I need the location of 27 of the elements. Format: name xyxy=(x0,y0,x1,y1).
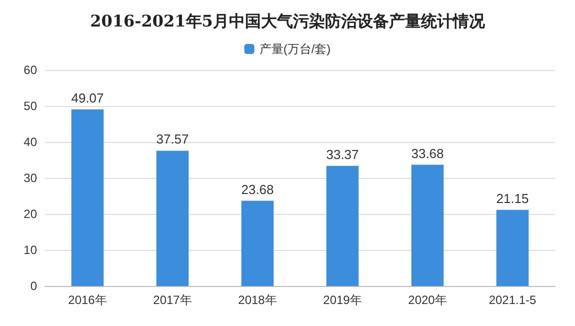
data-label: 49.07 xyxy=(71,90,104,106)
y-tick-label: 30 xyxy=(24,171,38,185)
bar xyxy=(156,150,189,286)
bar xyxy=(71,109,104,286)
y-tick-label: 60 xyxy=(24,63,38,77)
y-tick-label: 50 xyxy=(24,99,38,113)
x-tick-label: 2019年 xyxy=(323,293,362,307)
chart-title: 2016-2021年5月中国大气污染防治设备产量统计情况 xyxy=(90,12,486,30)
x-tick-label: 2018年 xyxy=(238,293,277,307)
x-tick-label: 2021.1-5 xyxy=(488,293,537,307)
bar xyxy=(326,166,359,286)
bar xyxy=(241,200,274,286)
data-label: 33.37 xyxy=(326,146,359,162)
x-tick-label: 2020年 xyxy=(408,293,447,307)
x-tick-label: 2016年 xyxy=(68,293,107,307)
bar xyxy=(411,164,444,286)
data-label: 21.15 xyxy=(496,190,529,206)
x-tick-label: 2017年 xyxy=(153,293,192,307)
data-label: 23.68 xyxy=(241,182,274,197)
y-tick-label: 0 xyxy=(30,279,38,293)
y-tick-label: 40 xyxy=(24,135,38,149)
data-label: 33.68 xyxy=(411,146,444,161)
data-label: 37.57 xyxy=(156,132,189,147)
bar xyxy=(496,210,529,286)
legend-label: 产量(万台/套) xyxy=(259,42,331,56)
y-tick-label: 20 xyxy=(24,207,38,221)
y-tick-label: 10 xyxy=(24,243,38,257)
